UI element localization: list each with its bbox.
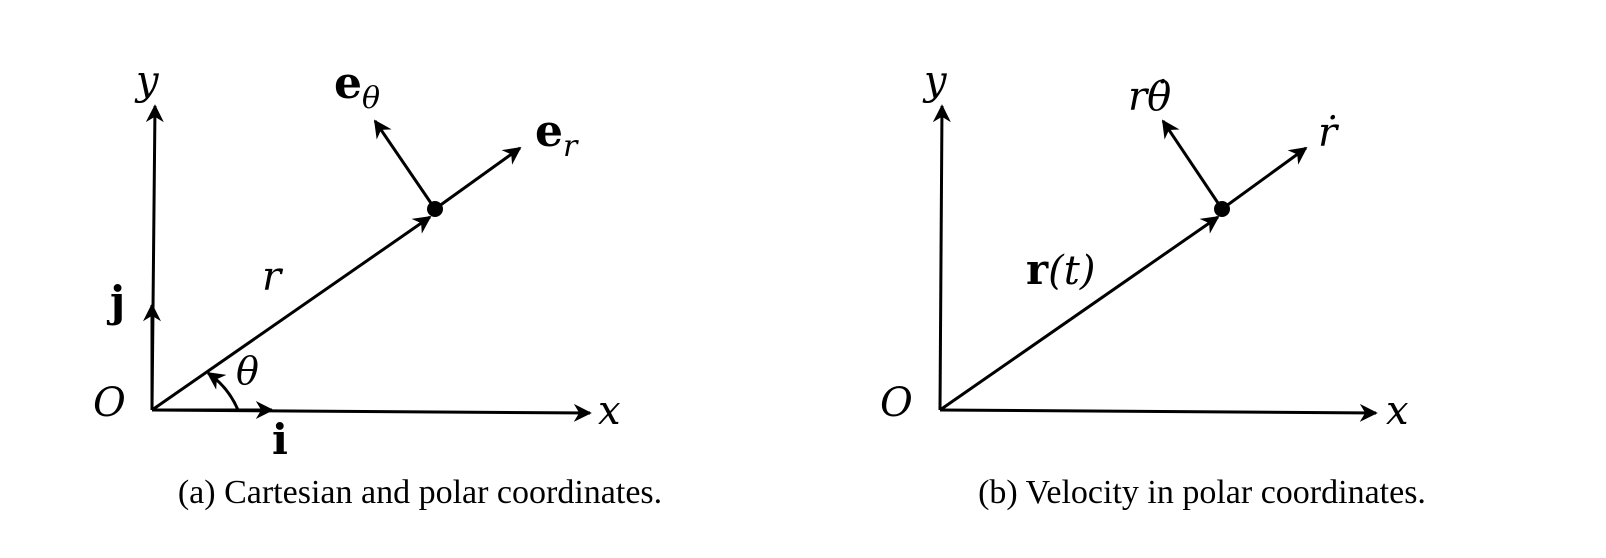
e-theta-subscript: θ [362,81,380,116]
caption-b: (b) Velocity in polar coordinates. [978,474,1426,511]
x-axis-label: x [1386,388,1409,434]
radius-line [151,215,432,412]
e-theta-label: eθ [334,58,380,116]
position-vector-line [939,215,1220,412]
transverse-velocity-label: rθ̇ [1128,74,1171,120]
point-dot [427,201,443,217]
angle-arc [206,371,240,411]
e-r-base: e [535,106,563,157]
unit-j-label: j [106,277,125,326]
radial-velocity-arrow [1221,146,1308,211]
x-axis-label: x [598,388,621,434]
y-axis-line [932,104,951,411]
position-vector-bold: r [1026,245,1049,294]
e-theta-arrow [373,119,437,210]
x-axis-line [939,403,1378,422]
origin-label: O [93,380,126,426]
e-r-label: er [535,106,579,164]
e-r-subscript: r [563,129,579,164]
panel-b: y x O r(t) rθ̇ ṙ (b) Velocity in polar c… [880,58,1426,511]
position-vector-arg: (t) [1048,248,1095,294]
e-theta-base: e [334,58,362,109]
transverse-velocity-arrow [1161,119,1224,210]
radial-velocity-label: ṙ [1318,110,1340,156]
y-axis-label: y [922,58,948,104]
radius-label: r [262,254,284,300]
origin-label: O [880,380,913,426]
unit-i-label: i [272,415,288,464]
caption-a: (a) Cartesian and polar coordinates. [178,474,662,511]
angle-label: θ [236,349,259,393]
point-dot [1214,201,1230,217]
y-axis-label: y [134,58,160,104]
position-vector-label: r(t) [1026,245,1095,294]
panel-a: y x O j i r θ eθ er (a) Cartesian and po… [93,58,662,511]
e-r-arrow [434,146,522,211]
